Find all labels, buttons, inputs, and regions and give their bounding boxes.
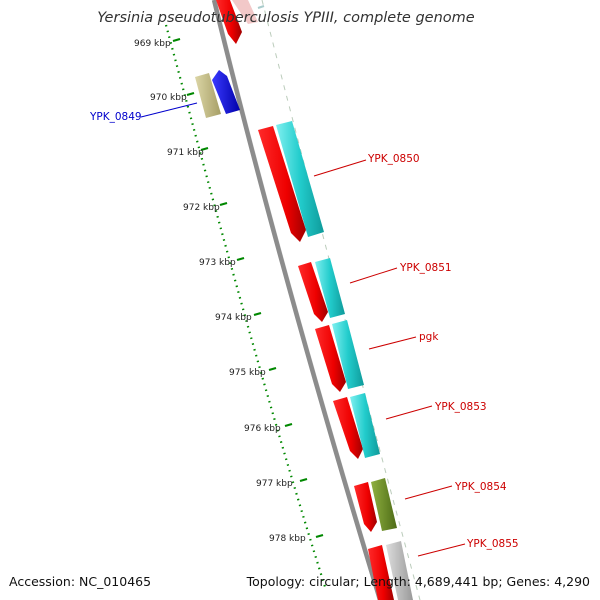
leader-line <box>385 405 433 420</box>
feature-block-ypk0850 <box>276 121 324 237</box>
accession-text: Accession: NC_010465 <box>9 574 151 589</box>
gene-label-ypk0854[interactable]: YPK_0854 <box>454 481 507 493</box>
ruler-tick-labels: 969 kbp 970 kbp 971 kbp 972 kbp 973 kbp … <box>134 39 306 544</box>
gene-arrow-top-partial[interactable] <box>216 0 242 44</box>
gene-label-ypk0853[interactable]: YPK_0853 <box>434 401 487 413</box>
leader-line <box>417 543 466 557</box>
tick-label: 971 kbp <box>167 148 204 158</box>
leader-line <box>368 336 417 350</box>
tick-label: 976 kbp <box>244 424 281 434</box>
genome-backbone <box>211 0 383 600</box>
feature-block-pgk <box>332 320 364 389</box>
kbp-ruler <box>164 24 328 591</box>
feature-block-ypk0855 <box>386 541 413 600</box>
gene-label-leaders <box>140 102 466 557</box>
tick-label: 969 kbp <box>134 39 171 49</box>
gene-arrow-ypk0851[interactable] <box>298 262 328 322</box>
gene-label-ypk0851[interactable]: YPK_0851 <box>399 262 452 274</box>
feature-block-top-partial <box>232 0 258 24</box>
tick-label: 972 kbp <box>183 203 220 213</box>
feature-block-ypk0851 <box>315 258 345 318</box>
genome-summary-text: Topology: circular; Length: 4,689,441 bp… <box>246 574 590 589</box>
gene-arrow-ypk0855[interactable] <box>368 545 394 600</box>
gene-arrow-ypk0854[interactable] <box>354 482 377 532</box>
gene-label-ypk0849[interactable]: YPK_0849 <box>89 111 142 123</box>
leader-line <box>404 485 453 500</box>
tick-label: 973 kbp <box>199 258 236 268</box>
tick-label: 978 kbp <box>269 534 306 544</box>
ruler-ticks <box>172 37 324 539</box>
feature-block-ypk0854 <box>371 478 397 531</box>
feature-block-ypk0853 <box>350 393 380 458</box>
gene-arrow-ypk0849[interactable] <box>212 70 240 114</box>
leader-line <box>349 267 398 284</box>
genome-title: Yersinia pseudotuberculosis YPIII, compl… <box>97 10 474 26</box>
gene-arrow-ypk0850[interactable] <box>258 126 306 242</box>
tick-label: 975 kbp <box>229 368 266 378</box>
gene-arrow-ypk0853[interactable] <box>333 397 363 459</box>
gene-label-ypk0850[interactable]: YPK_0850 <box>367 153 420 165</box>
feature-track-inner-edge <box>215 0 383 600</box>
tick-label: 974 kbp <box>215 313 252 323</box>
leader-line <box>140 102 198 118</box>
gene-arrow-pgk[interactable] <box>315 325 346 392</box>
tick-label: 970 kbp <box>150 93 187 103</box>
gene-label-ypk0855[interactable]: YPK_0855 <box>466 538 519 550</box>
feature-block-ypk0849 <box>195 73 221 118</box>
gene-label-pgk[interactable]: pgk <box>419 331 439 343</box>
gene-labels: YPK_0849 YPK_0850 YPK_0851 pgk YPK_0853 … <box>89 111 519 550</box>
tick-label: 977 kbp <box>256 479 293 489</box>
leader-line <box>313 159 367 177</box>
